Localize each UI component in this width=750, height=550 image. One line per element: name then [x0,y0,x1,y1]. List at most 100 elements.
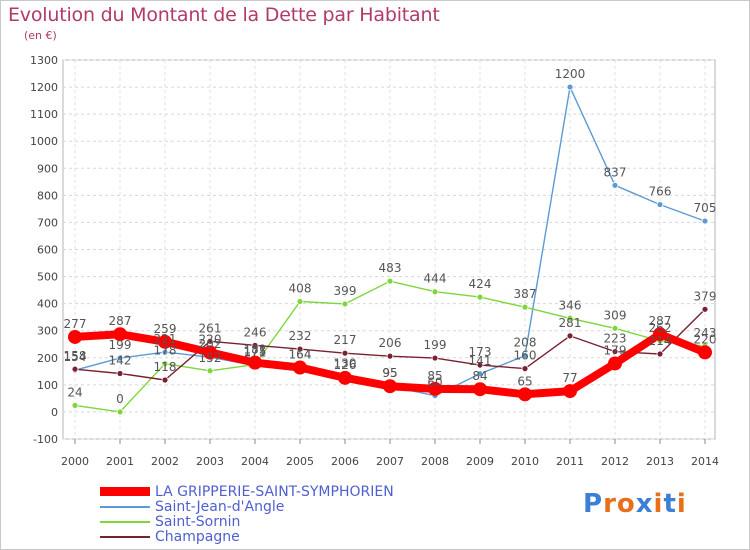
data-point-0 [608,356,622,371]
data-point-3 [206,337,214,345]
data-point-3 [656,350,664,358]
x-tick-label: 2012 [601,455,629,468]
data-label-3: 118 [154,360,177,374]
data-point-2 [206,367,214,375]
data-point-0 [653,327,667,342]
logo-letter: x [635,489,654,519]
data-label-2: 262 [649,321,672,335]
y-tick-label: 0 [51,406,58,419]
data-label-1: 202 [199,337,222,351]
y-tick-label: 800 [37,189,58,202]
data-label-2: 444 [424,272,447,286]
legend-swatch-1 [100,506,150,508]
y-tick-label: 1000 [30,135,58,148]
legend-label-1: Saint-Jean-d'Angle [155,499,285,515]
data-label-3: 214 [649,334,672,348]
data-point-2 [476,293,484,301]
data-point-3 [701,305,709,313]
data-point-2 [611,324,619,332]
data-point-2 [566,314,574,322]
legend-item-0[interactable]: LA GRIPPERIE-SAINT-SYMPHORIEN [100,484,430,500]
data-point-2 [116,408,124,416]
data-label-3: 246 [244,325,267,339]
data-label-3: 232 [289,329,312,343]
data-point-0 [68,329,82,344]
data-point-3 [341,349,349,357]
y-tick-label: 700 [37,216,58,229]
x-tick-label: 2013 [646,455,674,468]
data-label-2: 178 [154,344,177,358]
legend-item-2[interactable]: Saint-Sornin [100,514,430,530]
x-axis-ticks: 2000 2001 2002 2003 2004 2005 2006 2007 2008 2009… [61,439,719,468]
data-label-1: 199 [109,338,132,352]
data-point-1 [161,348,169,356]
y-tick-label: -100 [33,433,58,446]
data-point-2 [386,277,394,285]
proxiti-logo: Proxiti [583,489,687,519]
legend-swatch-3 [100,536,150,538]
data-label-1: 164 [289,348,312,362]
data-label-3: 199 [424,338,447,352]
series-points [68,83,712,416]
legend-swatch-0 [100,487,150,496]
data-point-0 [203,345,217,360]
data-label-2: 175 [244,345,267,359]
data-label-3: 217 [334,333,357,347]
data-label-1: 208 [514,336,537,350]
y-tick-label: 400 [37,298,58,311]
data-label-0: 287 [109,314,132,328]
data-point-3 [296,345,304,353]
y-tick-label: 1100 [30,108,58,121]
data-label-2: 483 [379,261,402,275]
x-tick-label: 2007 [376,455,404,468]
y-tick-label: 300 [37,325,58,338]
data-label-2: 0 [116,392,124,406]
x-tick-label: 2005 [286,455,314,468]
data-point-1 [656,201,664,208]
x-tick-label: 2001 [106,455,134,468]
data-label-1: 141 [469,354,492,368]
data-label-3: 261 [199,321,222,335]
x-tick-label: 2014 [691,455,719,468]
data-label-2: 152 [199,351,222,365]
data-label-2: 309 [604,308,627,322]
data-label-1: 95 [382,366,397,380]
data-label-1: 130 [334,357,357,371]
y-tick-label: 200 [37,352,58,365]
logo-letter: o [616,489,636,519]
data-point-3 [116,370,124,377]
data-label-2: 24 [67,385,82,399]
data-label-1: 60 [427,376,442,390]
data-label-1: 837 [604,165,627,179]
legend-item-1[interactable]: Saint-Jean-d'Angle [100,499,430,515]
data-point-3 [476,361,484,369]
data-label-0: 287 [649,314,672,328]
data-point-0 [293,360,307,375]
x-tick-label: 2008 [421,455,449,468]
data-point-0 [518,387,532,402]
data-point-1 [521,352,529,360]
legend-swatch-2 [100,521,150,523]
data-label-0: 220 [694,332,717,346]
data-point-0 [158,334,172,349]
legend-item-3[interactable]: Champagne [100,529,430,545]
data-label-2: 346 [559,298,582,312]
legend-label-3: Champagne [155,529,240,545]
data-point-3 [566,332,574,340]
data-point-2 [71,402,79,409]
data-point-2 [161,360,169,368]
data-label-3: 223 [604,332,627,346]
data-point-0 [473,382,487,397]
y-tick-label: 600 [37,244,58,257]
data-label-0: 164 [289,348,312,362]
data-label-0: 259 [154,322,177,336]
x-tick-label: 2000 [61,455,89,468]
y-axis-ticks: -100 0 100 200 300 400 500 600 700 800 900 1000 1100… [30,54,58,446]
data-point-3 [386,352,394,360]
data-label-2: 243 [694,326,717,340]
data-point-3 [161,376,169,384]
x-tick-label: 2002 [151,455,179,468]
data-label-0: 85 [427,369,442,383]
data-label-0: 179 [604,343,627,357]
